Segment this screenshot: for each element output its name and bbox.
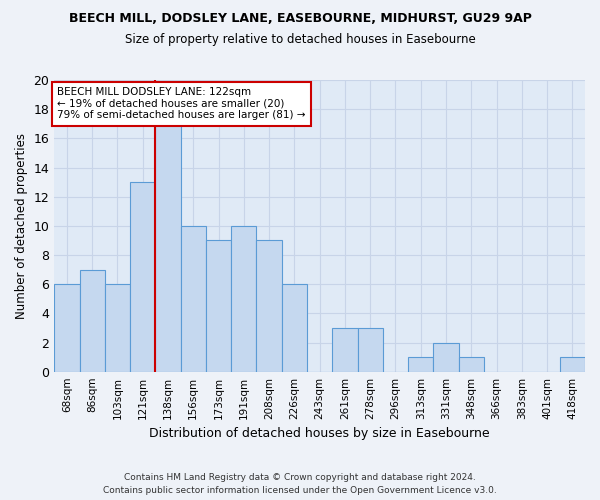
Bar — [181, 226, 206, 372]
Y-axis label: Number of detached properties: Number of detached properties — [15, 133, 28, 319]
Text: Contains public sector information licensed under the Open Government Licence v3: Contains public sector information licen… — [103, 486, 497, 495]
Bar — [282, 284, 307, 372]
Bar — [155, 124, 181, 372]
Bar — [256, 240, 282, 372]
Bar — [231, 226, 256, 372]
Bar — [358, 328, 383, 372]
Bar — [206, 240, 231, 372]
Bar — [560, 357, 585, 372]
Bar — [54, 284, 80, 372]
Bar — [130, 182, 155, 372]
Bar — [80, 270, 105, 372]
Bar — [433, 342, 458, 372]
X-axis label: Distribution of detached houses by size in Easebourne: Distribution of detached houses by size … — [149, 427, 490, 440]
Text: Size of property relative to detached houses in Easebourne: Size of property relative to detached ho… — [125, 32, 475, 46]
Text: Contains HM Land Registry data © Crown copyright and database right 2024.: Contains HM Land Registry data © Crown c… — [124, 474, 476, 482]
Bar — [408, 357, 433, 372]
Bar — [458, 357, 484, 372]
Text: BEECH MILL, DODSLEY LANE, EASEBOURNE, MIDHURST, GU29 9AP: BEECH MILL, DODSLEY LANE, EASEBOURNE, MI… — [68, 12, 532, 26]
Bar — [105, 284, 130, 372]
Bar — [332, 328, 358, 372]
Text: BEECH MILL DODSLEY LANE: 122sqm
← 19% of detached houses are smaller (20)
79% of: BEECH MILL DODSLEY LANE: 122sqm ← 19% of… — [57, 88, 305, 120]
